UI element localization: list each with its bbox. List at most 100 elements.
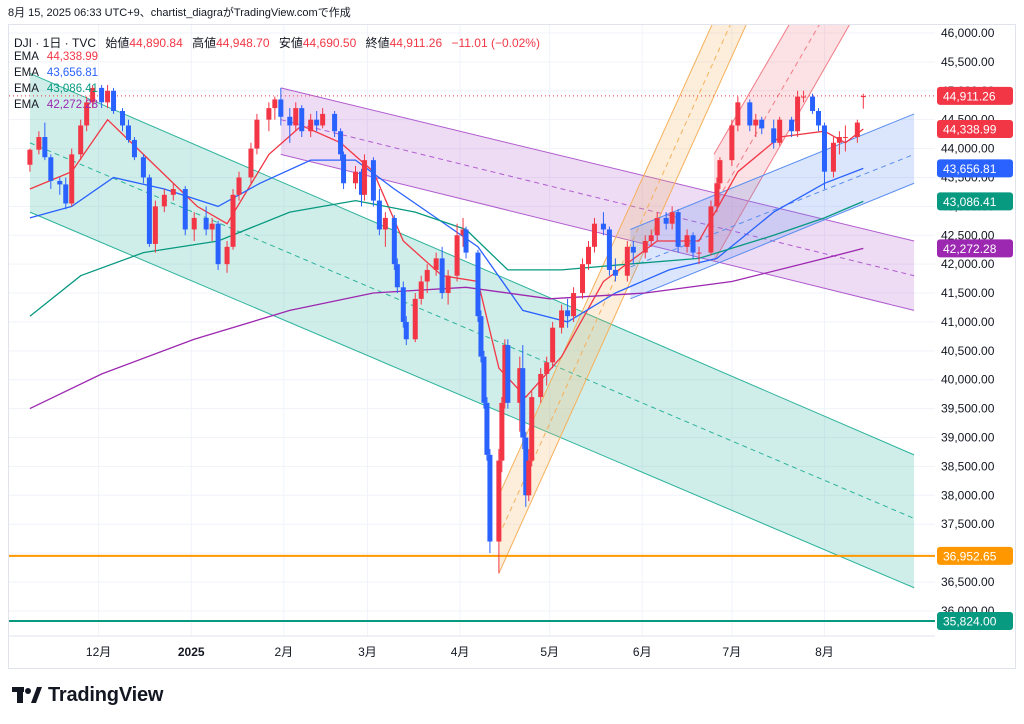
change-value: −11.01 (−0.02%) <box>451 36 540 50</box>
candle-body <box>690 235 696 253</box>
tradingview-logo[interactable]: TradingView <box>12 684 163 707</box>
tradingview-logo-icon <box>12 686 42 705</box>
ema-legend-row[interactable]: EMA 43,086.41 <box>14 83 98 95</box>
x-tick-label: 6月 <box>633 645 652 659</box>
y-tick-label: 38,500.00 <box>941 459 995 473</box>
candle-body <box>27 149 33 165</box>
x-tick-label: 7月 <box>723 645 742 659</box>
price-badge-bg <box>937 192 1013 211</box>
channel-midline <box>29 142 915 519</box>
candle-body <box>170 189 176 195</box>
candle-body <box>860 95 866 98</box>
candle-body <box>502 345 508 403</box>
channel-edge <box>29 211 915 589</box>
candle-body <box>353 171 359 184</box>
ema-legend-row[interactable]: EMA 44,338.99 <box>14 51 98 63</box>
open-label: 始値 <box>105 36 130 50</box>
candle-body <box>236 177 242 195</box>
candle-body <box>99 87 105 103</box>
x-tick-label: 2025 <box>178 645 205 659</box>
candle-body <box>842 137 848 139</box>
candle-body <box>526 460 532 496</box>
candle-body <box>191 217 197 230</box>
candle-body <box>654 217 660 236</box>
candle-body <box>433 258 439 270</box>
candlestick-chart[interactable]: 46,000.0045,500.0045,000.0044,500.0044,0… <box>9 25 1015 668</box>
candle-body <box>753 119 759 126</box>
chart-panel[interactable]: 46,000.0045,500.0045,000.0044,500.0044,0… <box>8 24 1016 669</box>
candle-body <box>278 99 284 117</box>
ema-value: 44,338.99 <box>46 51 99 63</box>
price-badge-bg <box>937 119 1013 138</box>
candle-body <box>630 246 636 253</box>
candle-body <box>215 223 221 265</box>
y-tick-label: 36,500.00 <box>941 575 995 589</box>
candle-body <box>146 177 152 244</box>
high-label: 高値 <box>192 36 217 50</box>
ohlc-legend: DJI · 1日 · TVC 始値44,890.84 高値44,948.70 安… <box>14 34 540 51</box>
candle-body <box>454 235 460 276</box>
ema-legend-row[interactable]: EMA 42,272.28 <box>14 99 98 111</box>
candle-body <box>341 154 347 184</box>
candle-body <box>131 139 137 158</box>
candle-body <box>224 246 230 265</box>
candle-body <box>400 287 406 322</box>
candle-body <box>125 125 131 140</box>
close-value: 44,911.26 <box>389 36 443 50</box>
candle-body <box>830 142 836 172</box>
candle-body <box>338 131 344 155</box>
candle-body <box>771 128 777 143</box>
candle-body <box>48 157 54 181</box>
y-tick-label: 42,000.00 <box>941 257 995 271</box>
candle-body <box>484 402 490 455</box>
close-label: 終値 <box>365 36 390 50</box>
candle-body <box>517 368 523 403</box>
candle-body <box>382 217 388 230</box>
price-axis[interactable]: 46,000.0045,500.0045,000.0044,500.0044,0… <box>941 26 995 618</box>
candle-body <box>69 154 75 204</box>
ema-value: 43,656.81 <box>46 67 99 79</box>
candle-body <box>795 96 801 132</box>
candle-body <box>580 264 586 294</box>
price-badge-label: 44,911.26 <box>943 89 996 103</box>
y-tick-label: 39,000.00 <box>941 431 995 445</box>
chart-caption: 8月 15, 2025 06:33 UTC+9、chartist_diagraが… <box>8 7 351 19</box>
candle-body <box>759 119 765 129</box>
candle-body <box>248 148 254 178</box>
candle-body <box>332 113 338 132</box>
candle-body <box>182 189 188 230</box>
time-axis[interactable]: 12月 2025 2月 3月 4月 5月 6月 7月 8月 <box>86 645 834 659</box>
candle-body <box>36 137 42 150</box>
candle-body <box>42 137 48 158</box>
ema-name: EMA <box>14 67 39 79</box>
candle-body <box>376 200 382 230</box>
candle-body <box>475 252 481 317</box>
price-badge-label: 36,952.65 <box>943 549 997 563</box>
channel-edge <box>498 25 713 496</box>
candle-body <box>714 183 720 207</box>
candle-body <box>287 116 293 126</box>
price-badge-label: 43,656.81 <box>943 162 997 176</box>
candle-body <box>571 293 577 317</box>
candle-body <box>203 217 209 230</box>
candle-body <box>391 217 397 265</box>
candle-body <box>854 122 860 138</box>
y-tick-label: 41,500.00 <box>941 286 995 300</box>
candle-body <box>663 217 669 224</box>
candle-body <box>684 235 690 247</box>
candle-body <box>505 345 511 403</box>
symbol-label[interactable]: DJI · 1日 · TVC <box>14 36 97 50</box>
candle-body <box>161 194 167 207</box>
candle-body <box>57 180 63 185</box>
channel-edge <box>498 25 747 574</box>
ema-legend-row[interactable]: EMA 43,656.81 <box>14 67 98 79</box>
ema-value: 43,086.41 <box>46 83 99 95</box>
candle-body <box>299 108 305 132</box>
candle-body <box>499 402 505 461</box>
candle-body <box>538 373 544 398</box>
horizontal-lines <box>9 95 935 623</box>
candle-body <box>529 397 535 461</box>
channel-edge <box>713 25 850 262</box>
ema-name: EMA <box>14 99 39 111</box>
candle-body <box>445 275 451 294</box>
